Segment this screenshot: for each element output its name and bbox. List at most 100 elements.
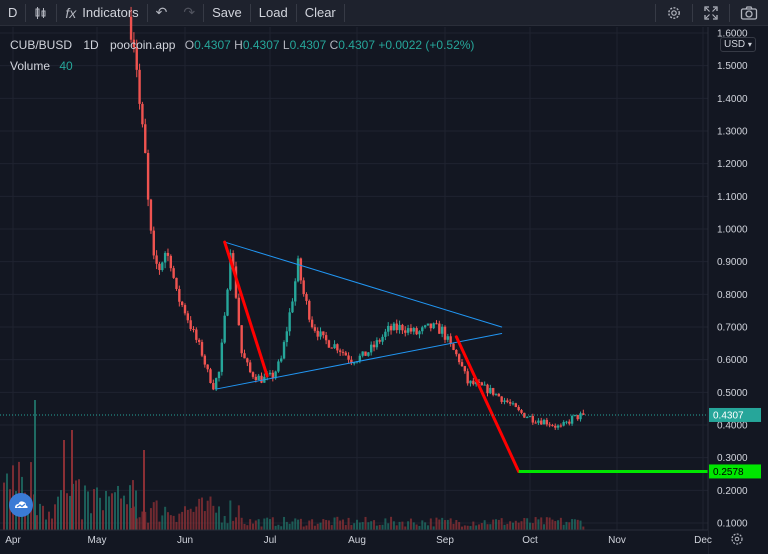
volume-bar xyxy=(554,521,557,530)
volume-bar xyxy=(271,517,274,530)
volume-bar xyxy=(108,496,110,530)
candle-body xyxy=(568,421,571,424)
volume-bar xyxy=(117,485,119,530)
settings-button[interactable] xyxy=(656,0,692,26)
snapshot-button[interactable] xyxy=(730,0,768,26)
redo-button[interactable]: ↷ xyxy=(175,0,203,26)
volume-bar xyxy=(129,485,131,530)
volume-bar xyxy=(415,524,418,530)
x-tick-label: Apr xyxy=(5,535,21,546)
candle-body xyxy=(240,325,243,354)
y-tick-label: 0.7000 xyxy=(717,323,748,334)
volume-bar xyxy=(358,522,361,530)
candle-body xyxy=(132,39,136,48)
candle-body xyxy=(197,339,201,343)
volume-bar xyxy=(84,485,86,530)
candle-body xyxy=(271,372,275,379)
y-tick-label: 1.3000 xyxy=(717,127,748,138)
candle-body xyxy=(217,371,221,379)
legend-low-label: L xyxy=(282,38,290,52)
candle-body xyxy=(576,414,579,420)
volume-bar xyxy=(347,517,350,530)
volume-bar xyxy=(506,523,509,530)
symbol-letter: D xyxy=(8,5,18,20)
toolbar-divider xyxy=(729,4,730,22)
candle-body xyxy=(375,340,379,348)
candle-body xyxy=(305,294,308,301)
volume-bar xyxy=(66,493,68,530)
triangle-lower-line xyxy=(215,333,503,390)
volume-bar xyxy=(232,520,235,530)
volume-bar xyxy=(412,522,415,530)
volume-bar xyxy=(378,524,381,530)
indicators-button[interactable]: fx Indicators xyxy=(57,0,146,26)
candle-body xyxy=(282,342,286,359)
volume-bar xyxy=(395,525,398,530)
load-button[interactable]: Load xyxy=(258,5,288,20)
candle-body xyxy=(344,352,347,356)
volume-bar xyxy=(54,504,56,530)
volume-bar xyxy=(189,508,192,530)
volume-bar xyxy=(311,519,314,530)
save-button[interactable]: Save xyxy=(212,5,242,20)
volume-bar xyxy=(339,520,342,530)
volume-bar xyxy=(215,512,218,530)
candle-body xyxy=(152,230,155,256)
right-toolbar xyxy=(655,0,768,26)
volume-bar xyxy=(514,520,517,530)
y-tick-label: 0.5000 xyxy=(717,388,748,399)
fullscreen-button[interactable] xyxy=(693,0,729,26)
candle-body xyxy=(277,361,280,372)
candle-body xyxy=(358,355,362,362)
axis-settings-icon[interactable] xyxy=(731,533,743,545)
candle-body xyxy=(511,403,515,405)
volume-bar xyxy=(57,496,59,530)
time-axis-bg xyxy=(0,530,708,554)
volume-bar xyxy=(240,517,243,530)
volume-bar xyxy=(184,506,186,530)
candle-body xyxy=(322,331,325,336)
volume-bar xyxy=(520,521,523,530)
toolbar-divider xyxy=(692,4,693,22)
candle-body xyxy=(180,301,184,306)
volume-bar xyxy=(141,511,144,530)
volume-bar xyxy=(568,522,571,530)
triangle-upper-line xyxy=(224,241,503,328)
candle-body xyxy=(520,410,523,413)
y-tick-label: 0.1000 xyxy=(717,519,748,530)
candle-body xyxy=(296,258,300,282)
candle-body xyxy=(260,375,263,383)
candle-body xyxy=(138,69,141,104)
undo-button[interactable]: ↶ xyxy=(148,0,176,26)
volume-bar xyxy=(480,523,483,530)
volume-bar xyxy=(87,491,89,530)
candle-body xyxy=(163,252,167,263)
volume-bar xyxy=(164,506,167,530)
grid-lines xyxy=(0,27,708,530)
volume-bar xyxy=(297,519,300,530)
candle-body xyxy=(299,258,303,281)
target-price-tag: 0.2578 xyxy=(713,467,744,478)
volume-bar xyxy=(254,520,257,530)
candle-body xyxy=(246,358,249,363)
chart-type-button[interactable] xyxy=(26,0,56,26)
clear-button[interactable]: Clear xyxy=(304,5,336,20)
legend-close-value: 0.4307 xyxy=(338,38,375,52)
volume-bar xyxy=(540,517,543,530)
currency-selector[interactable]: USD ▾ xyxy=(720,37,756,52)
candle-body xyxy=(212,382,215,390)
candle-body xyxy=(489,387,492,394)
current-price-tag: 0.4307 xyxy=(713,410,744,421)
volume-bar xyxy=(452,523,455,530)
volume-bar xyxy=(235,517,237,530)
candle-body xyxy=(570,415,574,424)
symbol-search-button[interactable]: D xyxy=(0,0,25,26)
candle-body xyxy=(144,124,147,153)
volume-bar xyxy=(472,521,475,530)
red-drop-line-2 xyxy=(454,335,521,473)
volume-bar xyxy=(495,519,497,530)
x-tick-label: May xyxy=(88,535,107,546)
candle-body xyxy=(257,375,260,381)
candle-body xyxy=(294,281,297,302)
